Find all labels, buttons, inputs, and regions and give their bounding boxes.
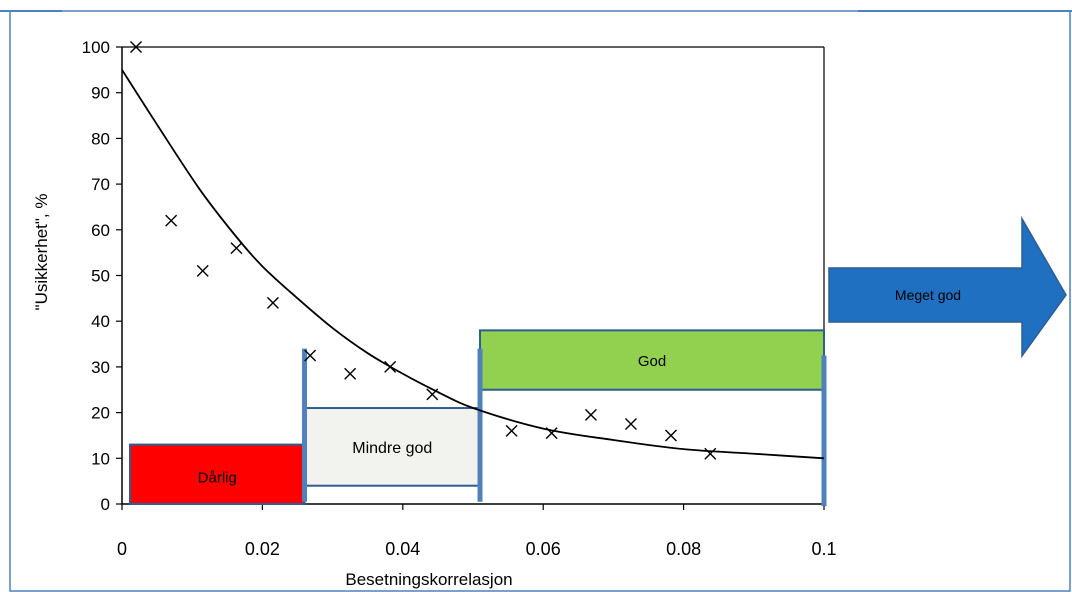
data-point (266, 296, 279, 309)
y-tick-label: 0 (101, 495, 110, 514)
x-tick-label: 0.1 (811, 539, 836, 559)
data-point (624, 418, 637, 431)
y-tick-label: 100 (82, 38, 110, 57)
y-tick-label: 50 (91, 267, 110, 286)
x-tick-label: 0 (117, 539, 127, 559)
x-tick-label: 0.06 (526, 539, 561, 559)
darlig-label: Dårlig (198, 469, 237, 486)
data-point (344, 367, 357, 380)
data-point (196, 264, 209, 277)
x-tick-label: 0.04 (385, 539, 420, 559)
y-tick-label: 60 (91, 221, 110, 240)
mindre-god-label: Mindre god (352, 440, 432, 457)
y-tick-label: 30 (91, 358, 110, 377)
y-tick-label: 40 (91, 312, 110, 331)
y-tick-label: 20 (91, 404, 110, 423)
x-axis: 0 0.02 0.04 0.06 0.08 0.1 (117, 504, 837, 559)
trend-curve (121, 69, 825, 460)
data-point (704, 447, 717, 460)
x-tick-label: 0.08 (666, 539, 701, 559)
x-axis-label: Besetningskorrelasjon (345, 570, 512, 589)
category-bands (129, 215, 1067, 507)
frame-border (9, 10, 1071, 592)
meget-god-arrow (828, 215, 1067, 359)
y-tick-label: 10 (91, 449, 110, 468)
y-axis-label: "Usikkerhet", % (32, 194, 51, 311)
data-point (664, 429, 677, 442)
data-point (230, 242, 243, 255)
data-point (584, 408, 597, 421)
data-point (304, 349, 317, 362)
scatter-points (130, 41, 717, 460)
data-point (130, 41, 143, 53)
category-labels: Dårlig Mindre god God Meget god (198, 287, 961, 486)
meget-god-label: Meget god (895, 287, 961, 303)
god-label: God (638, 353, 666, 370)
x-tick-label: 0.02 (245, 539, 280, 559)
chart: 0 10 20 30 40 50 60 70 80 90 100 0 0.02 0.04 0.06 0.08… (32, 38, 1067, 589)
y-tick-label: 90 (91, 84, 110, 103)
mindre-god-box (303, 407, 482, 487)
y-tick-label: 70 (91, 175, 110, 194)
data-point (505, 424, 518, 437)
y-tick-label: 80 (91, 129, 110, 148)
data-point (165, 214, 178, 227)
y-axis: 0 10 20 30 40 50 60 70 80 90 100 (82, 38, 122, 514)
darlig-box (129, 443, 306, 505)
